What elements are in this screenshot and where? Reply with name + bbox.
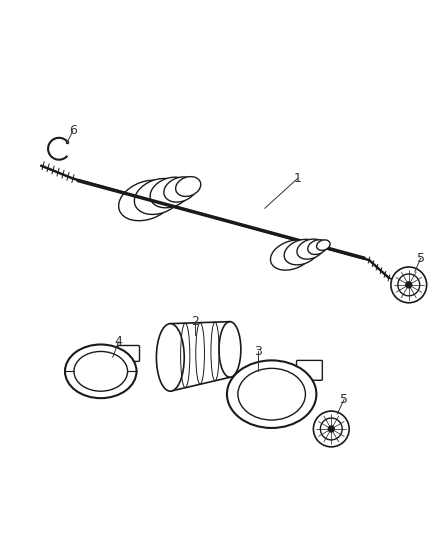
Circle shape xyxy=(328,426,334,432)
Ellipse shape xyxy=(65,344,137,398)
Ellipse shape xyxy=(308,240,327,254)
Ellipse shape xyxy=(270,240,313,270)
Ellipse shape xyxy=(150,177,191,208)
Ellipse shape xyxy=(176,176,201,197)
Ellipse shape xyxy=(134,179,183,214)
Text: 3: 3 xyxy=(254,345,261,358)
Text: 4: 4 xyxy=(115,335,123,348)
Ellipse shape xyxy=(219,321,241,377)
Ellipse shape xyxy=(284,239,319,265)
Ellipse shape xyxy=(119,180,174,221)
Circle shape xyxy=(391,267,427,303)
Ellipse shape xyxy=(227,360,316,428)
Ellipse shape xyxy=(164,177,197,202)
Ellipse shape xyxy=(156,324,184,391)
Text: 2: 2 xyxy=(191,315,199,328)
Ellipse shape xyxy=(74,351,127,391)
Ellipse shape xyxy=(297,239,324,259)
Text: 5: 5 xyxy=(417,252,425,264)
Ellipse shape xyxy=(317,240,330,251)
Circle shape xyxy=(406,282,412,288)
FancyBboxPatch shape xyxy=(118,345,140,361)
Text: 6: 6 xyxy=(69,124,77,138)
Ellipse shape xyxy=(238,368,305,420)
Circle shape xyxy=(314,411,349,447)
Text: 5: 5 xyxy=(340,393,348,406)
Text: 1: 1 xyxy=(293,172,301,185)
FancyBboxPatch shape xyxy=(297,360,322,380)
